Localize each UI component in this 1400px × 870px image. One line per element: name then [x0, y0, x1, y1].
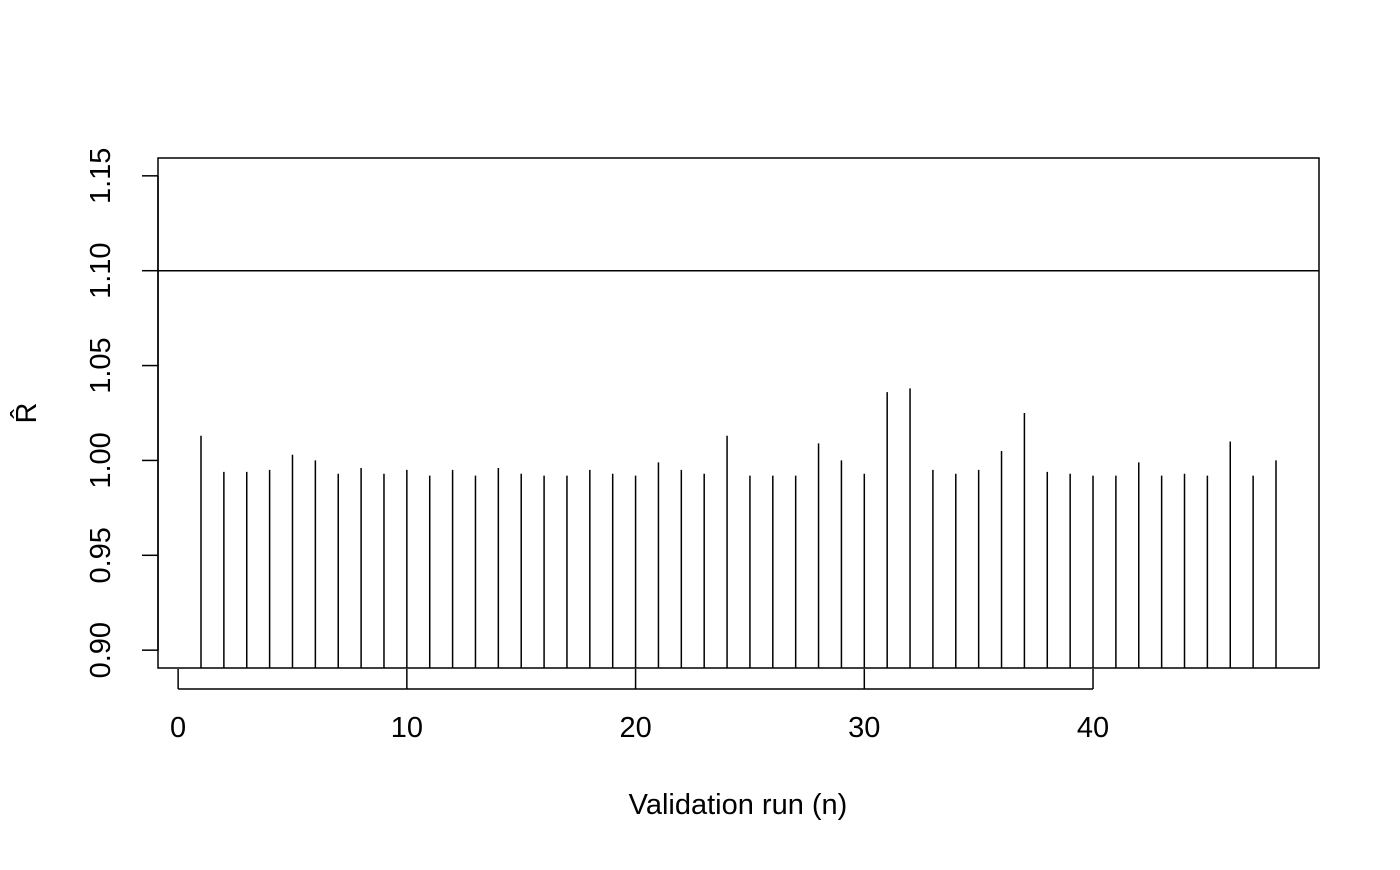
y-tick-label: 0.95: [85, 527, 117, 583]
x-tick-label: 10: [391, 712, 423, 744]
y-axis: 0.90 0.95 1.00 1.05 1.10 1.15: [85, 148, 159, 678]
y-tick-label: 1.00: [85, 432, 117, 488]
y-tick-label: 1.15: [85, 148, 117, 204]
y-tick-label: 1.10: [85, 242, 117, 298]
plot-frame: [157, 157, 1320, 669]
y-axis-label: R̂: [10, 403, 43, 424]
x-tick-label: 30: [848, 712, 880, 744]
bars-group: [200, 388, 1277, 668]
x-tick-label: 0: [170, 712, 186, 744]
x-tick-label: 40: [1077, 712, 1109, 744]
x-axis-label: Validation run (n): [629, 789, 848, 821]
x-tick-label: 20: [619, 712, 651, 744]
y-tick-label: 1.05: [85, 337, 117, 393]
x-axis: 0 10 20 30 40: [170, 669, 1109, 744]
y-tick-label: 0.90: [85, 622, 117, 678]
